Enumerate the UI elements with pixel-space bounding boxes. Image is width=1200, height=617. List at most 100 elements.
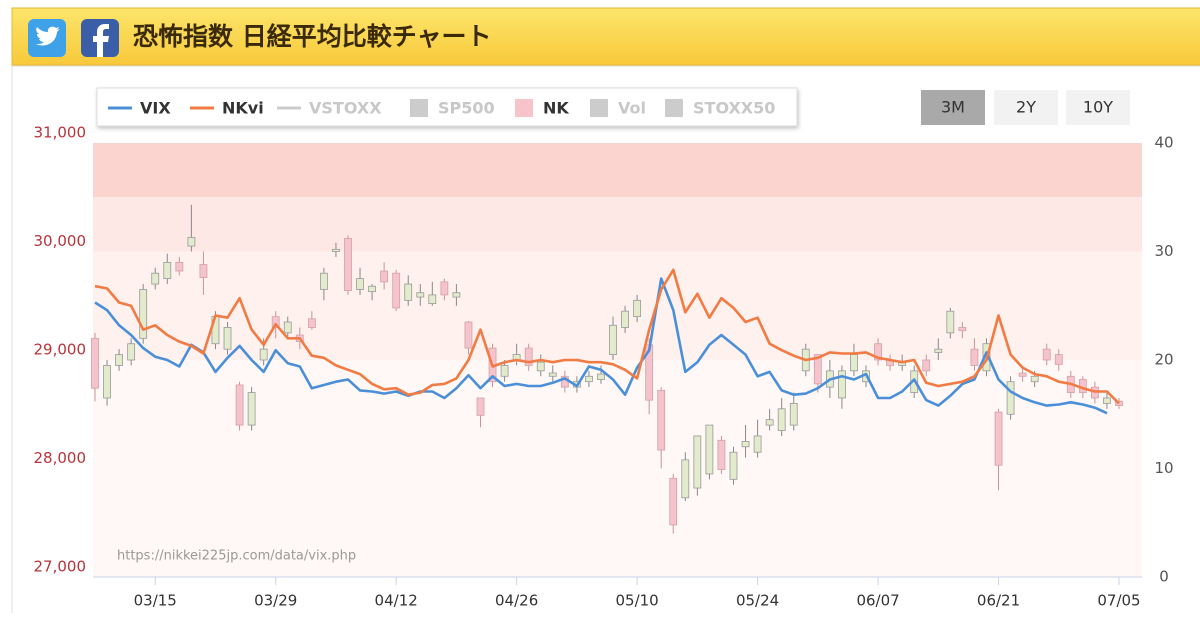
y-tick-label: 29,000 [34, 341, 87, 359]
button-bg [1066, 90, 1130, 125]
button-label: 2Y [1016, 98, 1036, 117]
candle-body [609, 324, 617, 355]
candle-body [850, 354, 858, 372]
candle-body [235, 384, 244, 426]
candle-body [332, 248, 340, 252]
candle-body [1103, 397, 1111, 404]
x-tick-label: 05/24 [736, 592, 779, 610]
candle-body [777, 408, 786, 431]
range-button[interactable]: 2Y [994, 90, 1058, 125]
candle-body [657, 389, 666, 451]
y2-tick-label: 20 [1154, 351, 1173, 369]
candle-body [548, 372, 557, 377]
candle-body [416, 292, 425, 298]
candle-body [1115, 400, 1123, 406]
candle-body [838, 370, 846, 399]
candle-body [464, 321, 473, 349]
y2-tick-label: 40 [1154, 134, 1173, 152]
legend-symbol [665, 99, 683, 117]
candle-body [271, 316, 280, 328]
candle-body [115, 354, 123, 366]
x-tick-label: 06/21 [977, 592, 1020, 610]
legend-label: VIX [140, 99, 171, 118]
legend-label: STOXX50 [693, 99, 775, 118]
y-tick-label: 30,000 [34, 232, 87, 250]
legend-symbol [590, 99, 608, 117]
twitter-icon[interactable] [28, 19, 66, 57]
x-tick-label: 03/29 [254, 592, 297, 610]
candle-body [175, 261, 184, 272]
legend-item[interactable]: Vol [590, 99, 646, 118]
candle-body [633, 299, 642, 318]
button-label: 3M [941, 98, 965, 117]
candle-body [368, 285, 376, 293]
range-button[interactable]: 3M [921, 90, 985, 125]
y2-tick-label: 10 [1154, 459, 1173, 477]
candle-body [729, 451, 738, 480]
candle-body [139, 289, 148, 339]
legend-label: NKvi [222, 99, 264, 118]
candle-body [958, 327, 967, 332]
candle-body [1054, 354, 1063, 365]
candle-body [1042, 348, 1051, 361]
band [93, 251, 1142, 360]
legend-item[interactable]: STOXX50 [665, 99, 775, 118]
candle-body [789, 402, 798, 426]
candle-body [753, 435, 762, 453]
button-bg [921, 90, 985, 125]
candle-body [476, 397, 485, 416]
candle-body [934, 348, 943, 353]
candle-body [259, 348, 268, 361]
candle-body [91, 337, 99, 389]
y-tick-label: 28,000 [34, 449, 87, 467]
candle-body [765, 419, 774, 426]
legend-item[interactable]: NK [515, 99, 569, 118]
series-line [94, 277, 1108, 415]
candles [91, 204, 1123, 534]
candle-body [392, 272, 401, 309]
candle-body [151, 272, 160, 285]
header-bar [11, 7, 1200, 66]
legend-item[interactable]: VIX [108, 99, 171, 118]
candle-body [356, 278, 364, 290]
candle-body [922, 359, 931, 372]
candle-body [428, 294, 437, 304]
candle-body [404, 283, 413, 301]
y2-tick-label: 0 [1159, 568, 1169, 586]
candle-body [307, 318, 316, 328]
x-tick-label: 04/12 [375, 592, 418, 610]
candle-body [344, 238, 352, 291]
series-line [94, 268, 1120, 405]
legend-item[interactable]: SP500 [410, 99, 495, 118]
x-tick-label: 03/15 [134, 592, 177, 610]
candle-body [223, 327, 232, 350]
candle-body [452, 292, 461, 298]
candle-body [994, 411, 1003, 466]
candle-body [621, 310, 629, 328]
candle-body [946, 310, 955, 334]
y2-tick-label: 30 [1154, 242, 1173, 260]
facebook-icon[interactable] [81, 19, 119, 57]
candle-body [597, 373, 605, 380]
candle-body [874, 343, 882, 361]
range-button[interactable]: 10Y [1066, 90, 1130, 125]
y-tick-label: 31,000 [34, 124, 87, 142]
x-tick-label: 07/05 [1097, 592, 1140, 610]
candle-body [1030, 375, 1039, 383]
candle-body [187, 236, 196, 247]
candle-body [319, 272, 328, 290]
button-label: 10Y [1083, 98, 1113, 117]
legend-item[interactable]: VSTOXX [277, 99, 382, 118]
candle-body [970, 348, 979, 366]
candle-body [247, 392, 256, 426]
legend-label: NK [543, 99, 569, 118]
candle-body [741, 440, 750, 448]
x-tick-label: 05/10 [616, 592, 659, 610]
x-tick-label: 06/07 [856, 592, 899, 610]
candle-body [127, 343, 136, 361]
candle-body [813, 354, 822, 385]
legend-item[interactable]: NKvi [190, 99, 264, 118]
candle-body [199, 264, 208, 278]
candle-body [669, 477, 678, 526]
x-tick-label: 04/26 [495, 592, 538, 610]
